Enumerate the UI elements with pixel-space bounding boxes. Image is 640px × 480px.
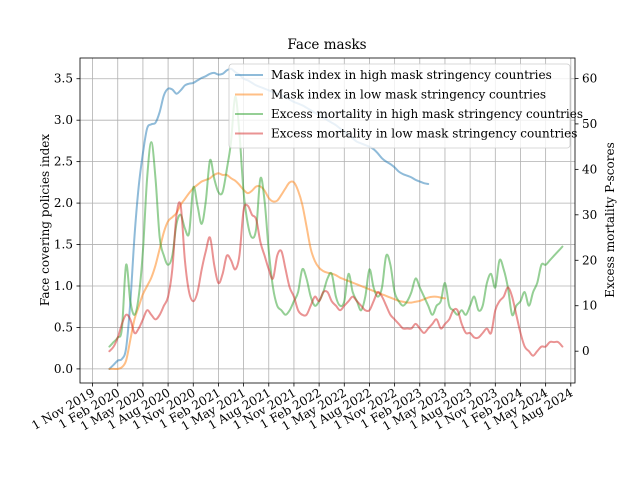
y-right-tick-label: 20 bbox=[582, 253, 597, 267]
y-left-tick-label: 1.5 bbox=[54, 238, 73, 252]
chart-title: Face masks bbox=[287, 37, 366, 53]
legend-label-0: Mask index in high mask stringency count… bbox=[271, 68, 552, 82]
y-right-tick-label: 40 bbox=[582, 162, 597, 176]
y-right-tick-label: 50 bbox=[582, 117, 597, 131]
y-axis-right: 0 10 20 30 40 50 60 bbox=[575, 71, 597, 358]
plot-frame bbox=[79, 57, 576, 384]
series-line-2 bbox=[108, 95, 564, 348]
y-right-tick-label: 60 bbox=[582, 71, 597, 85]
y-right-tick-label: 10 bbox=[582, 299, 597, 313]
legend-label-3: Excess mortality in low mask stringency … bbox=[271, 127, 577, 141]
series-line-3 bbox=[108, 201, 564, 357]
y-left-tick-label: 3.0 bbox=[54, 113, 73, 127]
y-left-tick-label: 0.0 bbox=[54, 362, 73, 376]
y-axis-right-title: Excess mortality P-scores bbox=[603, 142, 617, 297]
y-right-tick-label: 0 bbox=[582, 344, 590, 358]
y-axis-left: 0.0 0.5 1.0 1.5 2.0 2.5 3.0 3.5 bbox=[54, 72, 80, 376]
y-left-tick-label: 2.5 bbox=[54, 155, 73, 169]
legend-label-2: Excess mortality in high mask stringency… bbox=[271, 107, 583, 121]
legend-box bbox=[228, 63, 571, 149]
y-right-tick-label: 30 bbox=[582, 208, 597, 222]
y-left-tick-label: 1.0 bbox=[54, 279, 73, 293]
series-line-1 bbox=[108, 172, 446, 371]
y-left-tick-label: 0.5 bbox=[54, 320, 73, 334]
y-left-tick-label: 2.0 bbox=[54, 196, 73, 210]
y-left-tick-label: 3.5 bbox=[54, 72, 73, 86]
legend-label-1: Mask index in low mask stringency countr… bbox=[271, 88, 546, 102]
legend: Mask index in high mask stringency count… bbox=[228, 63, 583, 149]
y-axis-left-title: Face covering policies index bbox=[38, 134, 52, 306]
